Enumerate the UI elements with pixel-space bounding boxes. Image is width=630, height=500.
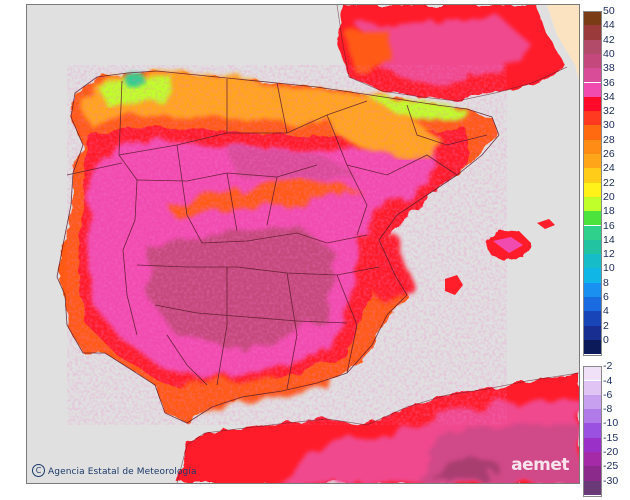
legend-label-20: 20 [603,190,615,203]
legend-label-30: 30 [603,119,615,132]
map-canvas [27,5,579,483]
legend-label-34: 34 [603,90,615,103]
legend-label--10: -10 [603,417,619,430]
color-legend: 50 44 42 40 38 36 34 32 30 28 26 24 22 20 18 16 14 12 10 8 6… [583,5,629,497]
legend-label-50: 50 [603,5,615,17]
legend-label--15: -15 [603,431,619,444]
legend-label-32: 32 [603,105,615,118]
legend-label-10: 10 [603,262,615,275]
legend-label-36: 36 [603,76,615,89]
aemet-watermark: aemet [511,455,569,475]
legend-label--20: -20 [603,446,619,458]
legend-label-44: 44 [603,19,615,32]
legend-label-12: 12 [603,248,615,261]
credit-text: Agencia Estatal de Meteorología [48,467,197,477]
iberian-peninsula [57,65,507,425]
legend-label-28: 28 [603,133,615,146]
legend-label--25: -25 [603,460,619,473]
legend-label-14: 14 [603,233,615,246]
legend-label-24: 24 [603,162,615,175]
legend-label-40: 40 [603,47,615,60]
coastline-africa [176,5,579,483]
legend-label-2: 2 [603,319,609,332]
legend-label--8: -8 [603,403,613,416]
legend-label-4: 4 [603,305,609,318]
legend-label-0: 0 [603,333,609,346]
legend-label--2: -2 [603,360,613,373]
legend-label-16: 16 [603,219,615,232]
province-borders [56,70,500,424]
legend-label-22: 22 [603,176,615,189]
legend-label--4: -4 [603,374,613,387]
legend-label--6: -6 [603,388,613,401]
legend-label--30: -30 [603,474,619,487]
legend-label-8: 8 [603,276,609,289]
balearic-islands [445,219,555,295]
legend-label-42: 42 [603,33,615,46]
legend-label-6: 6 [603,291,609,303]
legend-label-18: 18 [603,205,615,218]
legend-label-26: 26 [603,148,615,160]
legend-frame-negative [583,366,602,497]
copyright-circle-icon: C [32,464,45,477]
temperature-map: C Agencia Estatal de Meteorología aemet [26,4,580,484]
legend-frame-positive [583,11,602,357]
legend-label-38: 38 [603,62,615,75]
